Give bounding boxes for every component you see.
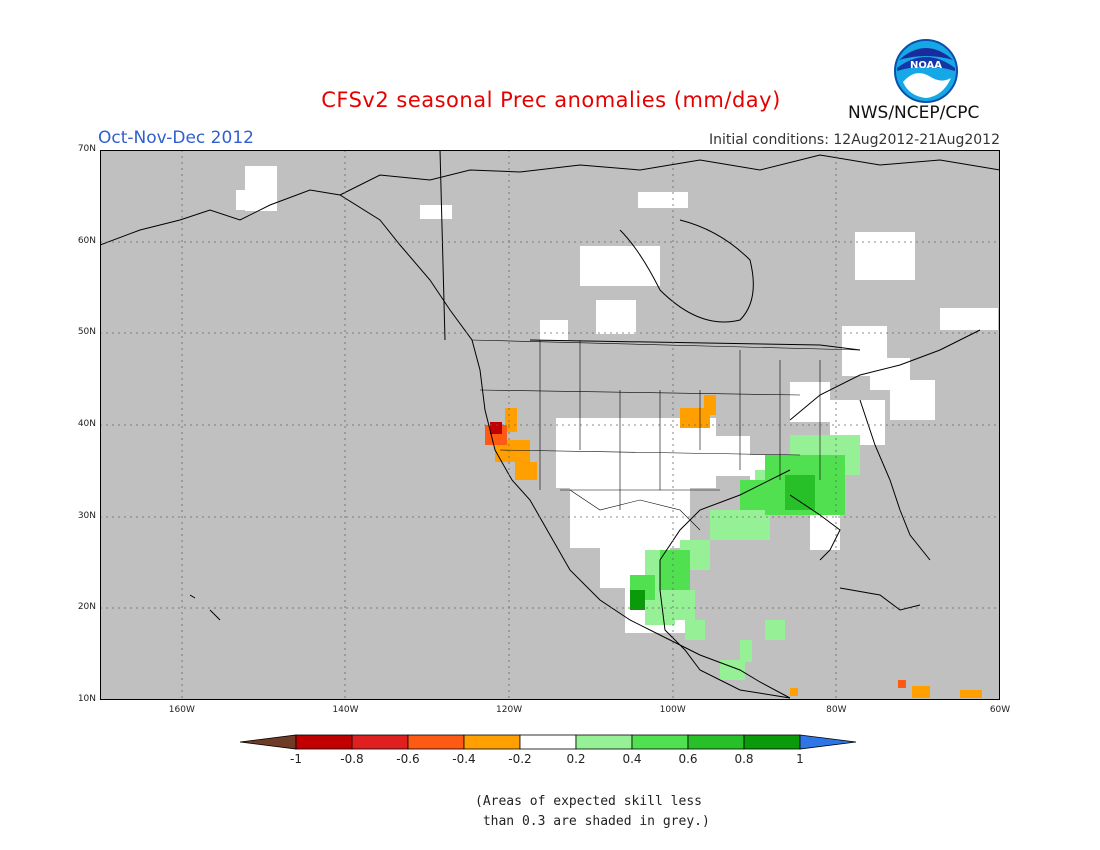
lon-label: 120W: [496, 705, 523, 715]
map-title: CFSv2 seasonal Prec anomalies (mm/day): [321, 88, 781, 112]
colorbar: [240, 734, 857, 750]
colorbar-cell: [631, 734, 689, 750]
colorbar-tick-label: 1: [796, 752, 804, 766]
colorbar-arrow-low: [240, 734, 297, 750]
colorbar-tick-label: -0.4: [452, 752, 476, 766]
lat-label: 30N: [77, 510, 96, 521]
colorbar-cell: [295, 734, 353, 750]
lat-label: 20N: [77, 602, 96, 613]
coastlines: [100, 150, 1000, 699]
colorbar-cell: [463, 734, 521, 750]
lon-label: 140W: [332, 705, 359, 715]
lat-label: 60N: [77, 235, 96, 246]
skill-note-line-2: than 0.3 are shaded in grey.): [475, 814, 710, 829]
colorbar-tick-label: -1: [290, 752, 302, 766]
colorbar-cell: [575, 734, 633, 750]
lat-label: 10N: [77, 694, 96, 704]
precip-anomaly-map: [100, 150, 1000, 700]
colorbar-tick-label: 0.2: [566, 752, 586, 766]
colorbar-cell: [519, 734, 577, 750]
colorbar-cell: [407, 734, 465, 750]
lon-label: 80W: [826, 705, 847, 715]
lon-label: 60W: [989, 705, 1011, 715]
negative-anomaly-areas: [485, 395, 982, 698]
season-label: Oct-Nov-Dec 2012: [98, 128, 254, 148]
graticule: [100, 150, 1000, 700]
colorbar-arrow-high: [799, 734, 857, 750]
skill-note-line-1: (Areas of expected skill less: [475, 794, 702, 809]
borders: [471, 339, 861, 531]
noaa-logo: NOAA: [894, 39, 958, 103]
colorbar-cell: [351, 734, 409, 750]
colorbar-tick-label: 0.4: [622, 752, 642, 766]
lon-label: 160W: [168, 705, 195, 715]
colorbar-cell: [687, 734, 745, 750]
initial-conditions-label: Initial conditions: 12Aug2012-21Aug2012: [709, 132, 1000, 148]
colorbar-tick-label: -0.8: [340, 752, 364, 766]
colorbar-tick-label: -0.6: [396, 752, 420, 766]
skill-note: (Areas of expected skill less than 0.3 a…: [475, 792, 710, 832]
lat-label: 70N: [77, 144, 96, 154]
agency-label: NWS/NCEP/CPC: [848, 103, 980, 123]
lat-label: 40N: [77, 419, 96, 429]
colorbar-cell: [743, 734, 801, 750]
lon-label: 100W: [659, 705, 686, 715]
positive-anomaly-areas: [630, 435, 860, 680]
svg-text:NOAA: NOAA: [910, 60, 942, 71]
colorbar-tick-label: 0.6: [678, 752, 698, 766]
lat-label: 50N: [77, 327, 96, 338]
colorbar-tick-label: 0.8: [734, 752, 754, 766]
colorbar-tick-label: -0.2: [508, 752, 532, 766]
